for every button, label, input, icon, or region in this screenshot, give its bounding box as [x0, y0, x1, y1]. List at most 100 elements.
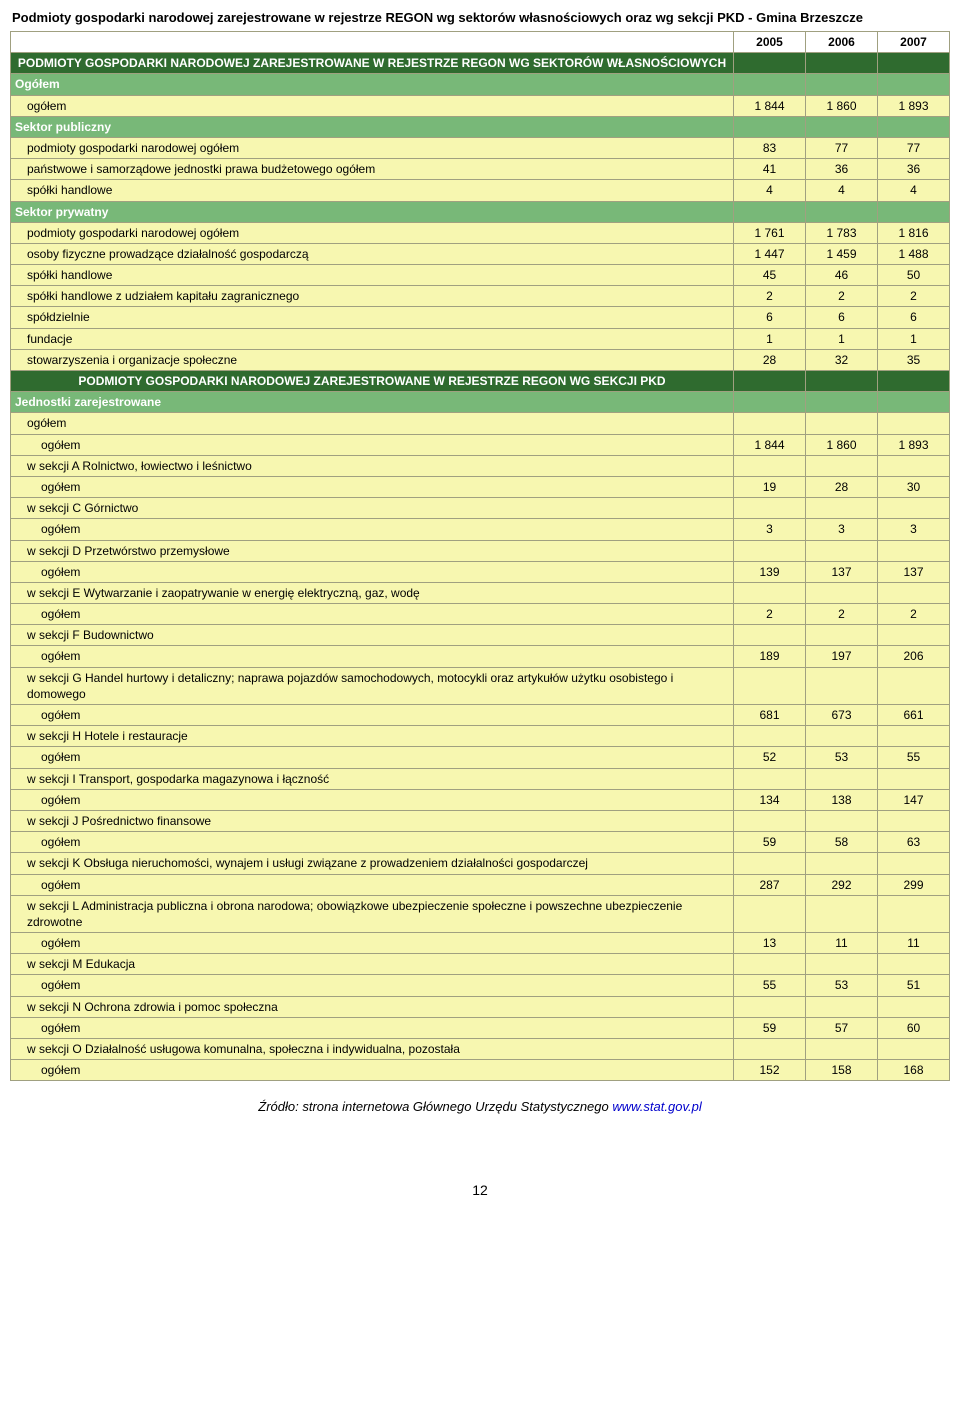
table-row: fundacje111: [11, 328, 950, 349]
cell-value: [806, 201, 878, 222]
row-label: podmioty gospodarki narodowej ogółem: [11, 137, 734, 158]
row-label: w sekcji A Rolnictwo, łowiectwo i leśnic…: [11, 455, 734, 476]
cell-value: 28: [806, 476, 878, 497]
cell-value: 30: [878, 476, 950, 497]
row-label: ogółem: [11, 1060, 734, 1081]
row-label: w sekcji F Budownictwo: [11, 625, 734, 646]
cell-value: 4: [878, 180, 950, 201]
row-label: ogółem: [11, 434, 734, 455]
cell-value: 2: [878, 604, 950, 625]
cell-value: [878, 853, 950, 874]
cell-value: 83: [734, 137, 806, 158]
row-label: Sektor publiczny: [11, 116, 734, 137]
cell-value: [806, 540, 878, 561]
cell-value: [806, 768, 878, 789]
table-row: w sekcji N Ochrona zdrowia i pomoc społe…: [11, 996, 950, 1017]
cell-value: [734, 413, 806, 434]
table-row: stowarzyszenia i organizacje społeczne28…: [11, 349, 950, 370]
cell-value: 1 893: [878, 95, 950, 116]
cell-value: 58: [806, 832, 878, 853]
row-label: ogółem: [11, 832, 734, 853]
cell-value: 1: [806, 328, 878, 349]
cell-value: 2: [878, 286, 950, 307]
row-label: spółki handlowe: [11, 265, 734, 286]
row-label: ogółem: [11, 747, 734, 768]
cell-value: 3: [734, 519, 806, 540]
cell-value: [806, 371, 878, 392]
table-row: ogółem555351: [11, 975, 950, 996]
cell-value: 2: [806, 604, 878, 625]
header-empty: [11, 32, 734, 53]
cell-value: [734, 625, 806, 646]
year-header: 2007: [878, 32, 950, 53]
table-row: ogółem139137137: [11, 561, 950, 582]
table-row: Sektor prywatny: [11, 201, 950, 222]
cell-value: 4: [806, 180, 878, 201]
row-label: spółki handlowe z udziałem kapitału zagr…: [11, 286, 734, 307]
cell-value: 77: [878, 137, 950, 158]
cell-value: 134: [734, 789, 806, 810]
cell-value: [878, 392, 950, 413]
cell-value: [734, 853, 806, 874]
row-label: w sekcji C Górnictwo: [11, 498, 734, 519]
cell-value: 3: [806, 519, 878, 540]
table-row: w sekcji A Rolnictwo, łowiectwo i leśnic…: [11, 455, 950, 476]
row-label: stowarzyszenia i organizacje społeczne: [11, 349, 734, 370]
table-row: ogółem681673661: [11, 705, 950, 726]
cell-value: 55: [734, 975, 806, 996]
cell-value: 3: [878, 519, 950, 540]
table-title: Podmioty gospodarki narodowej zarejestro…: [10, 6, 950, 31]
cell-value: 11: [806, 933, 878, 954]
cell-value: [878, 726, 950, 747]
row-label: ogółem: [11, 874, 734, 895]
cell-value: [878, 810, 950, 831]
row-label: ogółem: [11, 95, 734, 116]
table-row: PODMIOTY GOSPODARKI NARODOWEJ ZAREJESTRO…: [11, 371, 950, 392]
cell-value: [878, 498, 950, 519]
cell-value: [734, 116, 806, 137]
row-label: ogółem: [11, 476, 734, 497]
cell-value: 158: [806, 1060, 878, 1081]
cell-value: 287: [734, 874, 806, 895]
cell-value: 60: [878, 1017, 950, 1038]
row-label: ogółem: [11, 561, 734, 582]
row-label: w sekcji E Wytwarzanie i zaopatrywanie w…: [11, 582, 734, 603]
table-row: ogółem152158168: [11, 1060, 950, 1081]
cell-value: 1 447: [734, 243, 806, 264]
cell-value: [878, 371, 950, 392]
row-label: ogółem: [11, 413, 734, 434]
cell-value: [734, 667, 806, 704]
cell-value: [734, 996, 806, 1017]
cell-value: [734, 74, 806, 95]
cell-value: 1 459: [806, 243, 878, 264]
row-label: ogółem: [11, 789, 734, 810]
cell-value: 2: [734, 286, 806, 307]
cell-value: [806, 455, 878, 476]
cell-value: [734, 392, 806, 413]
cell-value: 206: [878, 646, 950, 667]
table-row: w sekcji D Przetwórstwo przemysłowe: [11, 540, 950, 561]
cell-value: [878, 116, 950, 137]
row-label: osoby fizyczne prowadzące działalność go…: [11, 243, 734, 264]
cell-value: 1 860: [806, 434, 878, 455]
cell-value: 13: [734, 933, 806, 954]
cell-value: 36: [806, 159, 878, 180]
cell-value: [806, 116, 878, 137]
row-label: ogółem: [11, 604, 734, 625]
cell-value: 55: [878, 747, 950, 768]
source-link[interactable]: www.stat.gov.pl: [612, 1099, 701, 1114]
row-label: w sekcji J Pośrednictwo finansowe: [11, 810, 734, 831]
row-label: państwowe i samorządowe jednostki prawa …: [11, 159, 734, 180]
table-row: w sekcji M Edukacja: [11, 954, 950, 975]
row-label: w sekcji D Przetwórstwo przemysłowe: [11, 540, 734, 561]
cell-value: 53: [806, 747, 878, 768]
table-row: spółdzielnie666: [11, 307, 950, 328]
source-text: Źródło: strona internetowa Głównego Urzę…: [258, 1099, 612, 1114]
cell-value: 41: [734, 159, 806, 180]
table-row: PODMIOTY GOSPODARKI NARODOWEJ ZAREJESTRO…: [11, 53, 950, 74]
cell-value: [878, 1039, 950, 1060]
cell-value: [806, 954, 878, 975]
cell-value: 292: [806, 874, 878, 895]
cell-value: [806, 74, 878, 95]
table-row: ogółem131111: [11, 933, 950, 954]
